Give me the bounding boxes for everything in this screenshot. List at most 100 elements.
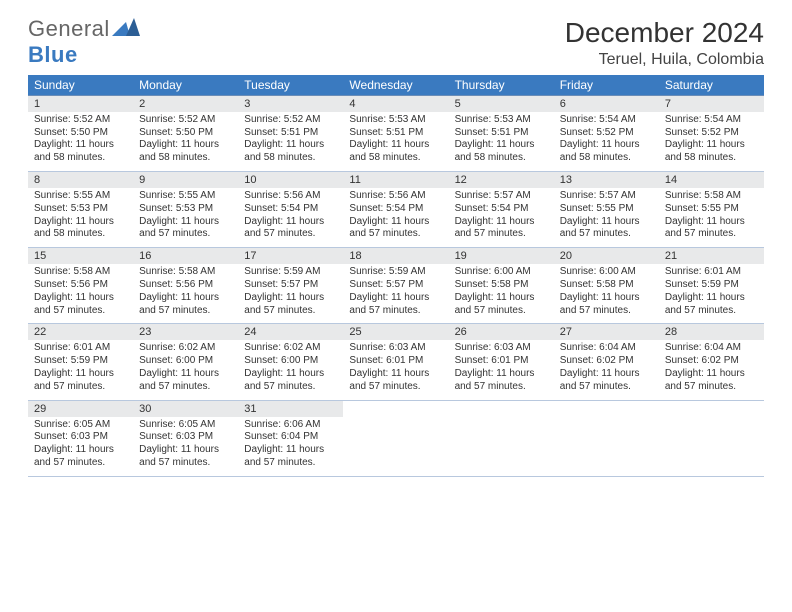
day-detail-cell: Sunrise: 6:03 AMSunset: 6:01 PMDaylight:… [343,340,448,399]
daylight-line: Daylight: 11 hours and 57 minutes. [244,444,324,468]
daylight-line: Daylight: 11 hours and 57 minutes. [34,292,114,316]
daylight-line: Daylight: 11 hours and 57 minutes. [455,292,535,316]
sunset-line: Sunset: 5:59 PM [34,355,108,366]
dow-thursday: Thursday [449,75,554,96]
day-number-cell: 22 [28,324,133,341]
sunset-line: Sunset: 5:54 PM [349,203,423,214]
dow-header-row: Sunday Monday Tuesday Wednesday Thursday… [28,75,764,96]
dow-wednesday: Wednesday [343,75,448,96]
day-number-cell: 10 [238,171,343,188]
day-detail-cell: Sunrise: 5:59 AMSunset: 5:57 PMDaylight:… [238,264,343,323]
day-detail-cell: Sunrise: 6:01 AMSunset: 5:59 PMDaylight:… [28,340,133,399]
daylight-line: Daylight: 11 hours and 58 minutes. [560,139,640,163]
location: Teruel, Huila, Colombia [565,51,764,69]
day-number-cell: 31 [238,400,343,417]
day-number-cell: 17 [238,248,343,265]
sunset-line: Sunset: 5:54 PM [455,203,529,214]
daylight-line: Daylight: 11 hours and 57 minutes. [665,368,745,392]
sunrise-line: Sunrise: 6:04 AM [665,342,741,353]
sunrise-line: Sunrise: 6:00 AM [560,266,636,277]
day-detail-cell: Sunrise: 5:55 AMSunset: 5:53 PMDaylight:… [28,188,133,247]
daylight-line: Daylight: 11 hours and 57 minutes. [349,216,429,240]
sunrise-line: Sunrise: 6:04 AM [560,342,636,353]
day-detail-cell: Sunrise: 6:01 AMSunset: 5:59 PMDaylight:… [659,264,764,323]
day-detail-cell: Sunrise: 6:04 AM Sunset: 6:02 PM Daylight:… [659,340,764,399]
day-number-cell: 11 [343,171,448,188]
sunset-line: Sunset: 6:00 PM [244,355,318,366]
day-number-cell: 19 [449,248,554,265]
day-detail-cell: Sunrise: 5:52 AMSunset: 5:50 PMDaylight:… [133,112,238,171]
day-number-cell: 1 [28,95,133,112]
day-detail-cell: Sunrise: 6:02 AMSunset: 6:00 PMDaylight:… [133,340,238,399]
sunset-line: Sunset: 6:02 PM [665,355,739,366]
daylight-line: Daylight: 11 hours and 58 minutes. [34,216,114,240]
sunrise-line: Sunrise: 5:58 AM [34,266,110,277]
sunset-line: Sunset: 5:55 PM [665,203,739,214]
sunset-line: Sunset: 5:53 PM [34,203,108,214]
sunrise-line: Sunrise: 5:53 AM [349,114,425,125]
logo: General Blue [28,18,140,66]
sunset-line: Sunset: 5:50 PM [34,127,108,138]
day-number-cell: 6 [554,95,659,112]
daylight-line: Daylight: 11 hours and 57 minutes. [349,292,429,316]
sunrise-line: Sunrise: 6:02 AM [139,342,215,353]
day-number-cell [659,400,764,417]
sunset-line: Sunset: 6:02 PM [560,355,634,366]
daylight-line: Daylight: 11 hours and 57 minutes. [560,216,640,240]
daylight-line: Daylight: 11 hours and 57 minutes. [244,216,324,240]
daylight-line: Daylight: 11 hours and 57 minutes. [349,368,429,392]
day-detail-row: Sunrise: 5:58 AM Sunset: 5:56 PM Daylight:… [28,264,764,323]
day-detail-row: Sunrise: 5:52 AMSunset: 5:50 PMDaylight:… [28,112,764,171]
daylight-line: Daylight: 11 hours and 57 minutes. [560,292,640,316]
day-detail-cell: Sunrise: 6:05 AMSunset: 6:03 PMDaylight:… [28,417,133,476]
sunset-line: Sunset: 5:56 PM [34,279,108,290]
day-number-cell: 27 [554,324,659,341]
day-detail-cell: Sunrise: 5:58 AM Sunset: 5:55 PM Daylight:… [659,188,764,247]
day-detail-row: Sunrise: 5:55 AMSunset: 5:53 PMDaylight:… [28,188,764,247]
day-number-cell: 28 [659,324,764,341]
dow-tuesday: Tuesday [238,75,343,96]
sunset-line: Sunset: 5:58 PM [560,279,634,290]
day-number-cell: 26 [449,324,554,341]
sunset-line: Sunset: 5:50 PM [139,127,213,138]
sunrise-line: Sunrise: 6:02 AM [244,342,320,353]
day-number-cell: 14 [659,171,764,188]
logo-text-general: General [28,16,110,41]
sunset-line: Sunset: 5:51 PM [244,127,318,138]
daylight-line: Daylight: 11 hours and 57 minutes. [244,292,324,316]
sunrise-line: Sunrise: 6:05 AM [139,419,215,430]
day-number-cell: 9 [133,171,238,188]
day-detail-cell: Sunrise: 6:00 AMSunset: 5:58 PMDaylight:… [449,264,554,323]
daylight-line: Daylight: 11 hours and 58 minutes. [139,139,219,163]
day-detail-cell: Sunrise: 5:56 AMSunset: 5:54 PMDaylight:… [238,188,343,247]
day-detail-cell: Sunrise: 5:54 AMSunset: 5:52 PMDaylight:… [554,112,659,171]
sunrise-line: Sunrise: 6:00 AM [455,266,531,277]
sunrise-line: Sunrise: 5:54 AM [665,114,741,125]
sunset-line: Sunset: 6:01 PM [455,355,529,366]
day-number-row: 293031 [28,400,764,417]
sunset-line: Sunset: 6:04 PM [244,431,318,442]
day-detail-cell: Sunrise: 5:52 AMSunset: 5:51 PMDaylight:… [238,112,343,171]
sunset-line: Sunset: 5:53 PM [139,203,213,214]
day-number-cell: 2 [133,95,238,112]
day-number-cell: 3 [238,95,343,112]
day-detail-cell: Sunrise: 5:53 AMSunset: 5:51 PMDaylight:… [343,112,448,171]
day-number-cell: 5 [449,95,554,112]
day-detail-cell: Sunrise: 5:56 AMSunset: 5:54 PMDaylight:… [343,188,448,247]
sunset-line: Sunset: 5:57 PM [349,279,423,290]
sunrise-line: Sunrise: 6:06 AM [244,419,320,430]
sunrise-line: Sunrise: 5:58 AM [665,190,741,201]
day-number-cell: 23 [133,324,238,341]
daylight-line: Daylight: 11 hours and 58 minutes. [349,139,429,163]
daylight-line: Daylight: 11 hours and 57 minutes. [665,292,745,316]
daylight-line: Daylight: 11 hours and 57 minutes. [139,444,219,468]
sunrise-line: Sunrise: 6:03 AM [455,342,531,353]
day-detail-cell: Sunrise: 6:06 AMSunset: 6:04 PM Daylight:… [238,417,343,476]
daylight-line: Daylight: 11 hours and 57 minutes. [34,444,114,468]
daylight-line: Daylight: 11 hours and 57 minutes. [665,216,745,240]
day-number-cell [449,400,554,417]
day-number-cell [343,400,448,417]
day-detail-cell: Sunrise: 6:05 AMSunset: 6:03 PMDaylight:… [133,417,238,476]
day-detail-cell: Sunrise: 5:52 AMSunset: 5:50 PMDaylight:… [28,112,133,171]
daylight-line: Daylight: 11 hours and 58 minutes. [34,139,114,163]
